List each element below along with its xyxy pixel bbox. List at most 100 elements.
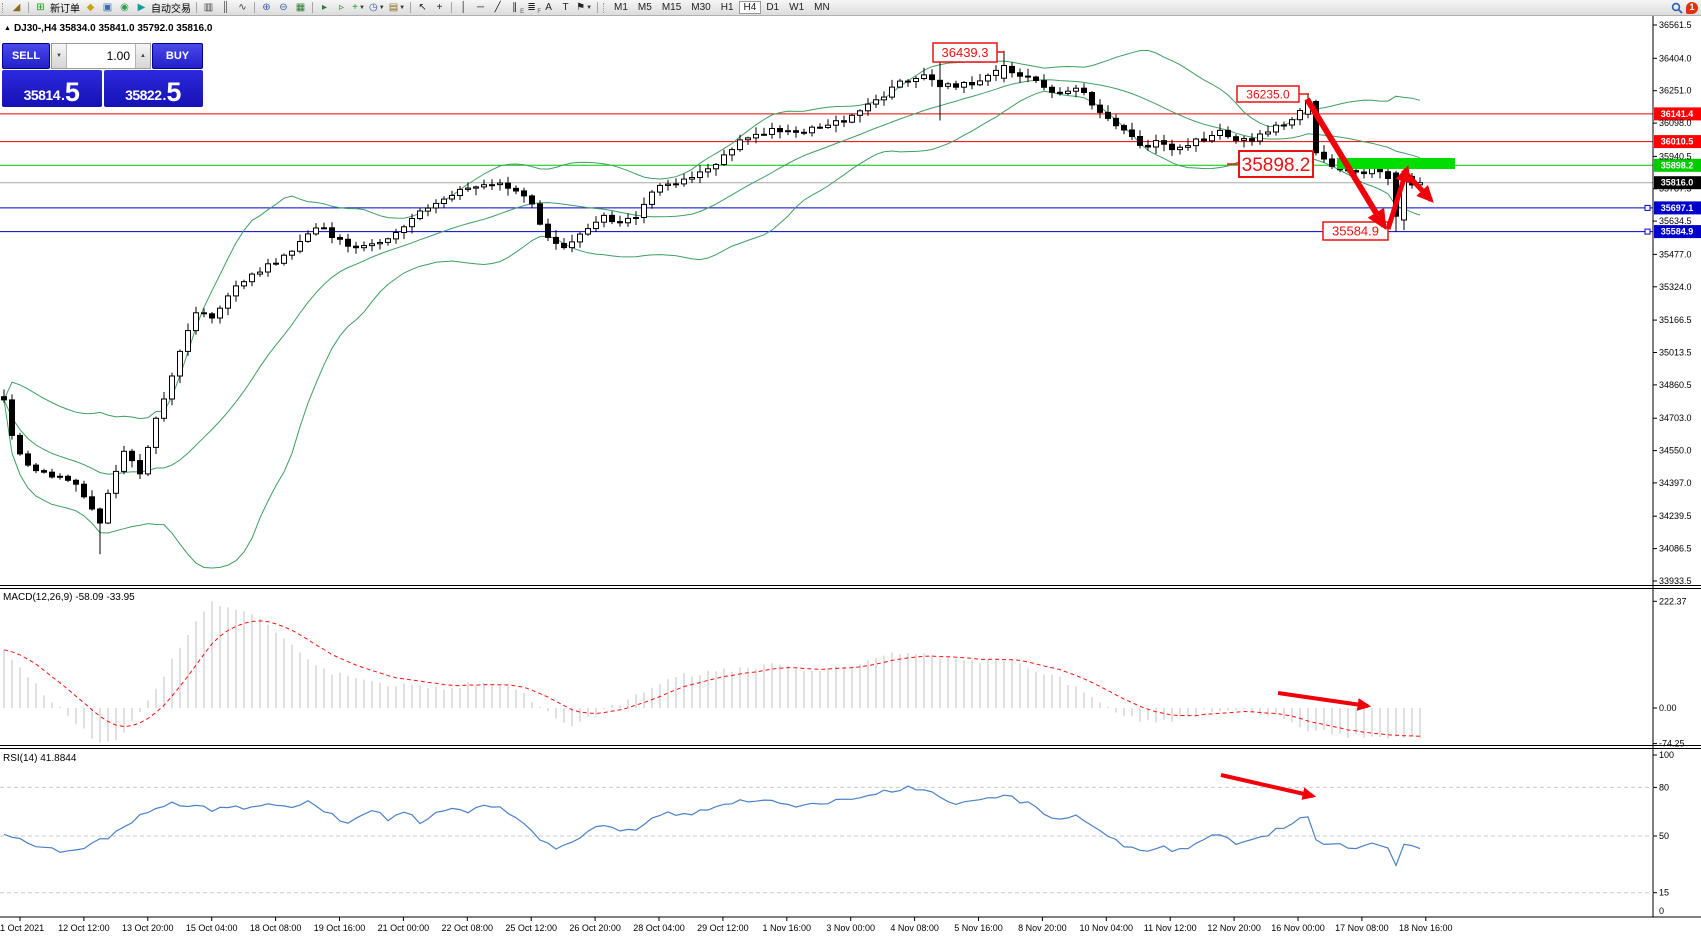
volume-stepper: ▼ 1.00 ▲ [51,43,151,69]
price-axis[interactable] [1653,24,1701,582]
time-tick-label: 11 Nov 12:00 [1144,923,1197,933]
one-click-trade-panel: SELL ▼ 1.00 ▲ BUY 35814. 5 35822. 5 [2,43,203,107]
trend-arrow[interactable] [1401,168,1434,203]
trend-arrows [1220,97,1434,800]
price-badge-text: 35816.0 [1661,178,1694,188]
trend-arrow[interactable] [1277,691,1372,711]
macd-axis-tick: 0.00 [1659,703,1677,713]
time-tick-label: 29 Oct 12:00 [697,923,749,933]
sell-price[interactable]: 35814. 5 [2,70,102,107]
price-tick: 35940.5 [1659,151,1692,161]
time-tick-label: 19 Oct 16:00 [314,923,366,933]
rsi-line [3,785,1421,868]
volume-input[interactable]: 1.00 [106,49,130,63]
periods-button[interactable]: ◷ ▼ [369,1,385,13]
price-badge-text: 36010.5 [1661,137,1694,147]
line-handle[interactable] [1644,228,1651,235]
macd-label: MACD(12,26,9) -58.09 -33.95 [3,592,135,603]
edge-fragment-icon[interactable]: ◢ [12,1,21,13]
line-chart-icon[interactable]: ∿ [238,1,247,13]
notification-badge[interactable]: 1 [1686,1,1698,14]
collapse-icon[interactable]: ▲ [4,25,11,32]
toolbar-right: 1 [1671,1,1698,14]
trend-arrow[interactable] [1385,165,1411,230]
price-annotation-text: 36439.3 [942,45,989,60]
timeframe-D1[interactable]: D1 [766,2,780,13]
time-tick-label: 11 Oct 2021 [0,923,44,933]
price-tick: 36561.5 [1659,20,1692,30]
timeframe-M30[interactable]: M30 [691,2,711,13]
tile-windows-icon[interactable]: ▦ [295,1,306,13]
volume-down-button[interactable]: ▼ [52,44,67,68]
price-annotation-box[interactable] [1238,150,1314,178]
price-tick: 36404.0 [1659,53,1692,63]
text-icon[interactable]: A [545,1,552,13]
price-tick: 34239.5 [1659,511,1692,521]
timeframe-MN[interactable]: MN [814,2,830,13]
cursor-icon[interactable]: ↖ [418,1,427,13]
main-chart [0,42,1653,569]
auto-trade-button-label[interactable]: 自动交易 [151,4,191,15]
equidistant-channel-icon[interactable]: ∥ E [512,1,525,15]
macd-panel [3,600,1657,745]
zoom-out-icon[interactable]: ⊖ [279,1,288,13]
indicators-button[interactable]: + ▼ [352,1,365,13]
time-tick-label: 1 Nov 16:00 [763,923,812,933]
signal-icon[interactable]: ◉ [120,1,129,13]
toolbar-grip [2,2,6,13]
price-tick: 34860.5 [1659,380,1692,390]
timeframe-M5[interactable]: M5 [637,2,652,13]
text-label-icon[interactable]: T [562,1,569,13]
toolbar-separator [312,2,313,13]
price-annotation-text: 36235.0 [1246,87,1290,101]
auto-trade-button[interactable]: ▶ [137,1,146,13]
trend-arrow[interactable] [1304,97,1387,231]
horizontal-line-icon[interactable]: ─ [477,1,485,13]
new-order-button-label[interactable]: 新订单 [50,4,80,15]
bollinger-band [3,79,1421,475]
candlestick-chart-icon[interactable]: ║ [221,1,230,13]
price-tick: 36251.0 [1659,86,1692,96]
price-badge [1654,107,1701,121]
chart-shift-icon[interactable]: ▹ [338,1,345,13]
price-annotation-box[interactable] [1236,85,1300,103]
buy-price[interactable]: 35822. 5 [103,70,203,107]
volume-up-button[interactable]: ▲ [135,44,150,68]
fibonacci-icon[interactable]: ≣ F [527,1,542,15]
trendline-icon[interactable]: ╱ [494,1,501,13]
time-axis[interactable] [0,916,1701,937]
time-tick-label: 26 Oct 20:00 [569,923,621,933]
arrows-icon[interactable]: ⚑ ▼ [576,1,593,13]
bar-chart-icon[interactable]: ▥ [203,1,214,13]
price-badge [1654,201,1701,215]
templates-button[interactable]: ▤ ▼ [388,1,406,13]
buy-price-dot: . [162,87,167,103]
styler-icon[interactable]: ◆ [86,1,95,13]
price-badge [1654,158,1701,172]
price-badge-text: 36141.4 [1661,109,1694,119]
timeframe-H4[interactable]: H4 [738,1,762,14]
new-order-button[interactable]: ⊞ [36,1,45,13]
timeframe-W1[interactable]: W1 [789,2,805,13]
chevron-down-icon: ▼ [399,4,406,11]
auto-scroll-icon[interactable]: ▸ [321,1,328,13]
toolbar-separator [451,2,453,13]
timeframe-M15[interactable]: M15 [661,2,682,13]
price-tick: 35324.0 [1659,282,1692,292]
crosshair-icon[interactable]: + [436,1,443,13]
search-icon[interactable] [1671,2,1683,14]
vertical-line-icon[interactable]: │ [460,1,467,13]
macd-signal-line [3,620,1421,737]
price-annotation-text: 35898.2 [1242,155,1311,176]
highlight-rect[interactable] [1337,158,1455,169]
line-handle[interactable] [1644,204,1651,211]
price-annotation-box[interactable] [932,42,998,63]
timeframe-M1[interactable]: M1 [614,2,628,13]
data-window-icon[interactable]: ▣ [102,1,113,13]
buy-button[interactable]: BUY [152,43,203,69]
sell-button[interactable]: SELL [2,43,50,69]
trend-arrow[interactable] [1220,773,1317,800]
timeframe-H1[interactable]: H1 [720,2,734,13]
zoom-in-icon[interactable]: ⊕ [262,1,271,13]
